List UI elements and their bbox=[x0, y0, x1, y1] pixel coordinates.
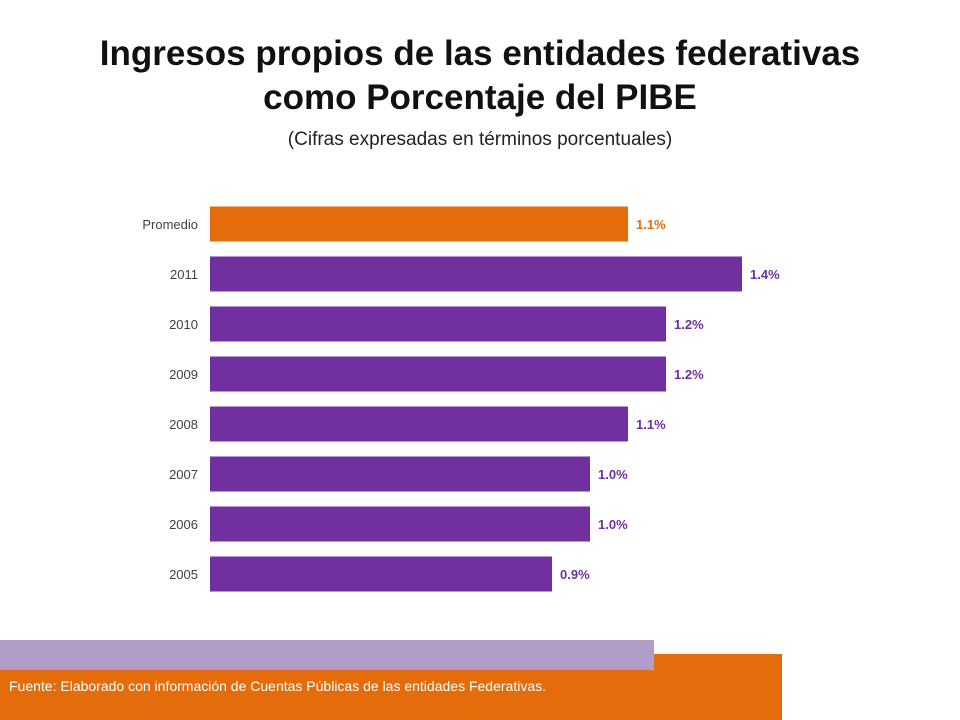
data-label-promedio: 1.1% bbox=[636, 217, 666, 232]
tick-label-2005: 2005 bbox=[169, 567, 198, 582]
chart-title-line1: Ingresos propios de las entidades federa… bbox=[99, 34, 861, 73]
data-label-2006: 1.0% bbox=[598, 517, 628, 532]
chart-title-line2: como Porcentaje del PIBE bbox=[263, 78, 697, 117]
data-label-2009: 1.2% bbox=[674, 367, 704, 382]
bar-2007 bbox=[210, 456, 590, 492]
bar-2008 bbox=[210, 406, 628, 442]
source-note: Fuente: Elaborado con información de Cue… bbox=[9, 678, 546, 694]
tick-label-2008: 2008 bbox=[169, 417, 198, 432]
bar-2010 bbox=[210, 306, 666, 342]
data-label-2005: 0.9% bbox=[560, 567, 590, 582]
tick-label-promedio: Promedio bbox=[142, 217, 198, 232]
tick-label-2006: 2006 bbox=[169, 517, 198, 532]
bar-2009 bbox=[210, 356, 666, 392]
chart-subtitle: (Cifras expresadas en términos porcentua… bbox=[287, 129, 673, 150]
bar-2011 bbox=[210, 256, 742, 292]
tick-label-2011: 2011 bbox=[170, 267, 198, 282]
data-label-2010: 1.2% bbox=[674, 317, 704, 332]
data-label-2011: 1.4% bbox=[750, 267, 780, 282]
tick-label-2007: 2007 bbox=[169, 467, 198, 482]
bar-2005 bbox=[210, 556, 552, 592]
data-label-2007: 1.0% bbox=[598, 467, 628, 482]
chart-title: Ingresos propios de las entidades federa… bbox=[0, 32, 960, 120]
tick-label-2010: 2010 bbox=[169, 317, 198, 332]
footer-band-lavender bbox=[0, 640, 654, 670]
data-label-2008: 1.1% bbox=[636, 417, 666, 432]
tick-label-2009: 2009 bbox=[169, 367, 198, 382]
bar-promedio bbox=[210, 206, 628, 242]
bar-chart: Promedio 1.1% 2011 1.4% 2010 1.2% 2009 1.2% 2008… bbox=[142, 206, 780, 592]
bar-2006 bbox=[210, 506, 590, 542]
